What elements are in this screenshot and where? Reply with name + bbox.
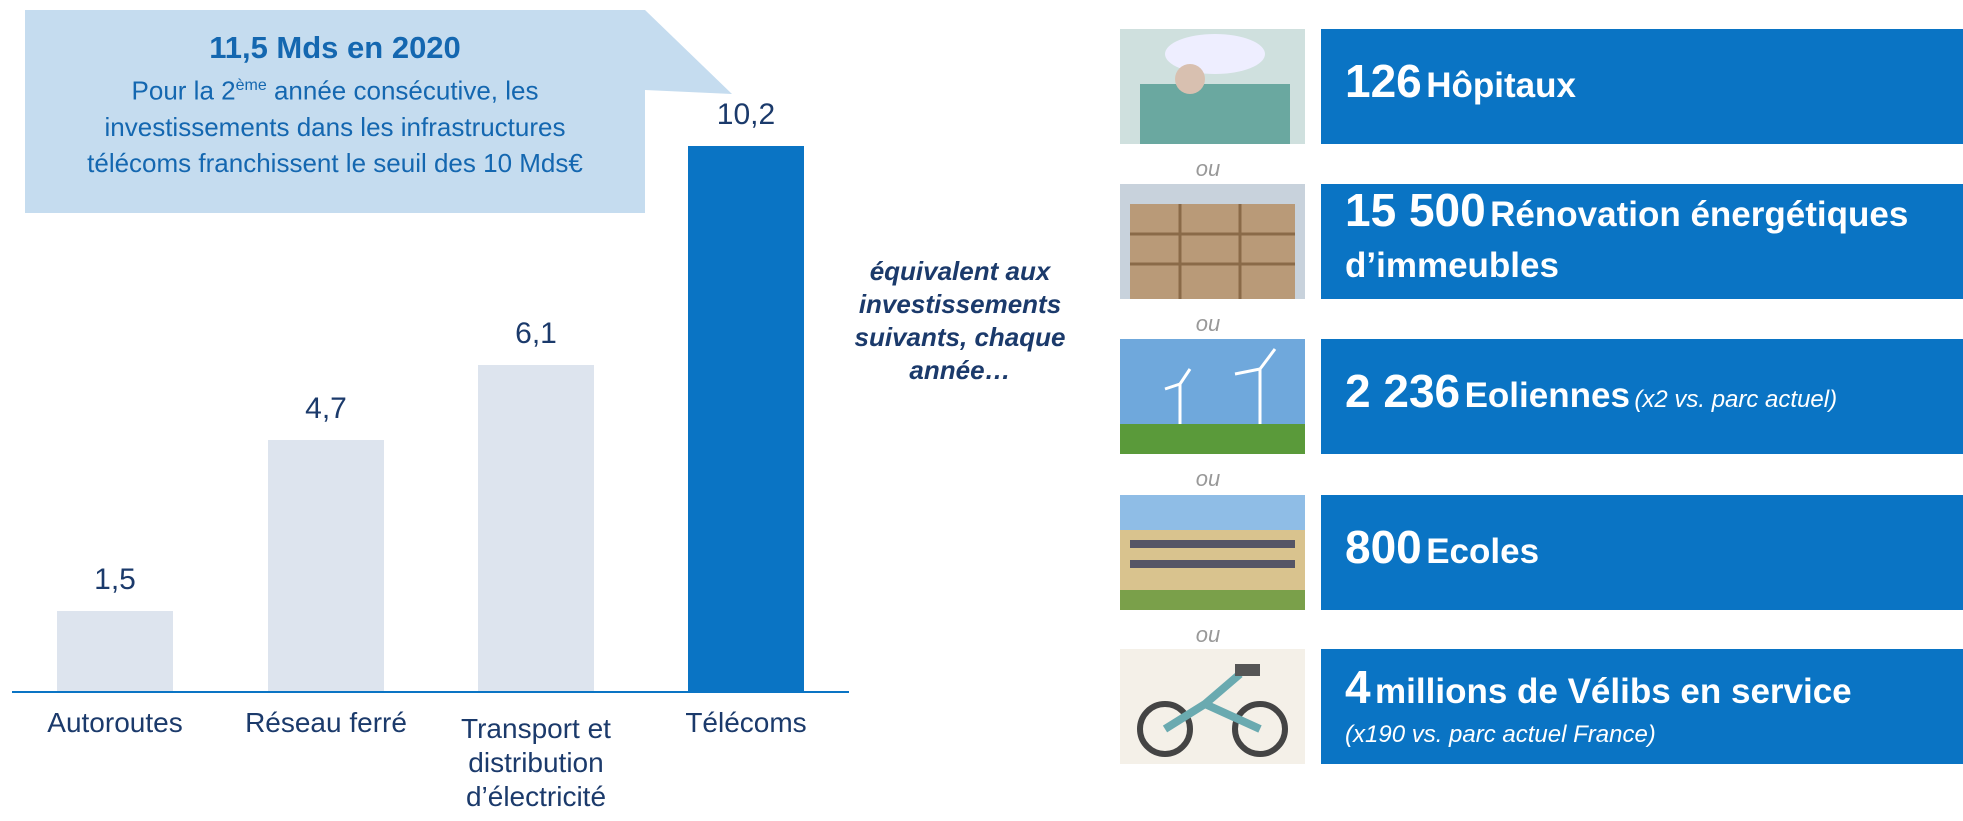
item-image [1120, 495, 1305, 610]
x-tick-label: Réseau ferré [241, 706, 411, 740]
value-label: 6,1 [466, 317, 606, 351]
value-label: 1,5 [45, 563, 185, 597]
item-label: Hôpitaux [1426, 66, 1576, 105]
item-label: Eoliennes [1465, 376, 1630, 415]
item-image [1120, 495, 1305, 610]
baseline [12, 691, 849, 693]
item-line: 126 Hôpitaux [1345, 59, 1963, 115]
item-box: 126 Hôpitaux [1321, 29, 1963, 144]
separator: ou [1190, 311, 1226, 337]
callout-superscript: ème [236, 77, 267, 94]
item-image [1120, 339, 1305, 454]
item-line: 2 236 Eoliennes (x2 vs. parc actuel) [1345, 369, 1963, 425]
callout: 11,5 Mds en 2020 Pour la 2ème année cons… [25, 30, 645, 181]
bar [268, 440, 384, 691]
separator: ou [1190, 622, 1226, 648]
item-number: 4 [1345, 661, 1371, 713]
item-image [1120, 184, 1305, 299]
item-line: 15 500 Rénovation énergétiques d’immeubl… [1345, 188, 1963, 295]
page: 11,5 Mds en 2020 Pour la 2ème année cons… [0, 0, 1963, 821]
x-tick-label: Transport et distribution d’électricité [456, 712, 616, 814]
bar [57, 611, 173, 691]
item-image [1120, 649, 1305, 764]
item-box: 2 236 Eoliennes (x2 vs. parc actuel) [1321, 339, 1963, 454]
item-image [1120, 184, 1305, 299]
item-number: 2 236 [1345, 365, 1460, 417]
x-tick-label: Autoroutes [30, 706, 200, 740]
callout-text: Pour la 2ème année consécutive, les inve… [55, 68, 615, 181]
item-line: 4 millions de Vélibs en service [1345, 665, 1963, 721]
item-number: 800 [1345, 521, 1422, 573]
value-label: 10,2 [676, 98, 816, 132]
item-box: 4 millions de Vélibs en service(x190 vs.… [1321, 649, 1963, 764]
item-note: (x2 vs. parc actuel) [1634, 386, 1837, 413]
item-box: 800 Ecoles [1321, 495, 1963, 610]
item-label: Ecoles [1426, 532, 1539, 571]
item-image [1120, 339, 1305, 454]
separator: ou [1190, 156, 1226, 182]
item-box: 15 500 Rénovation énergétiques d’immeubl… [1321, 184, 1963, 299]
item-note: (x190 vs. parc actuel France) [1345, 721, 1963, 749]
callout-title: 11,5 Mds en 2020 [25, 30, 645, 66]
item-number: 126 [1345, 55, 1422, 107]
item-number: 15 500 [1345, 184, 1486, 236]
item-image [1120, 649, 1305, 764]
bar [478, 365, 594, 691]
value-label: 4,7 [256, 392, 396, 426]
item-line: 800 Ecoles [1345, 525, 1963, 581]
separator: ou [1190, 466, 1226, 492]
item-image [1120, 29, 1305, 144]
callout-text: Pour la 2 [132, 76, 236, 106]
bar [688, 146, 804, 691]
item-image [1120, 29, 1305, 144]
item-label: millions de Vélibs en service [1375, 672, 1852, 711]
middle-text: équivalent aux investissements suivants,… [845, 255, 1075, 387]
x-tick-label: Télécoms [661, 706, 831, 740]
